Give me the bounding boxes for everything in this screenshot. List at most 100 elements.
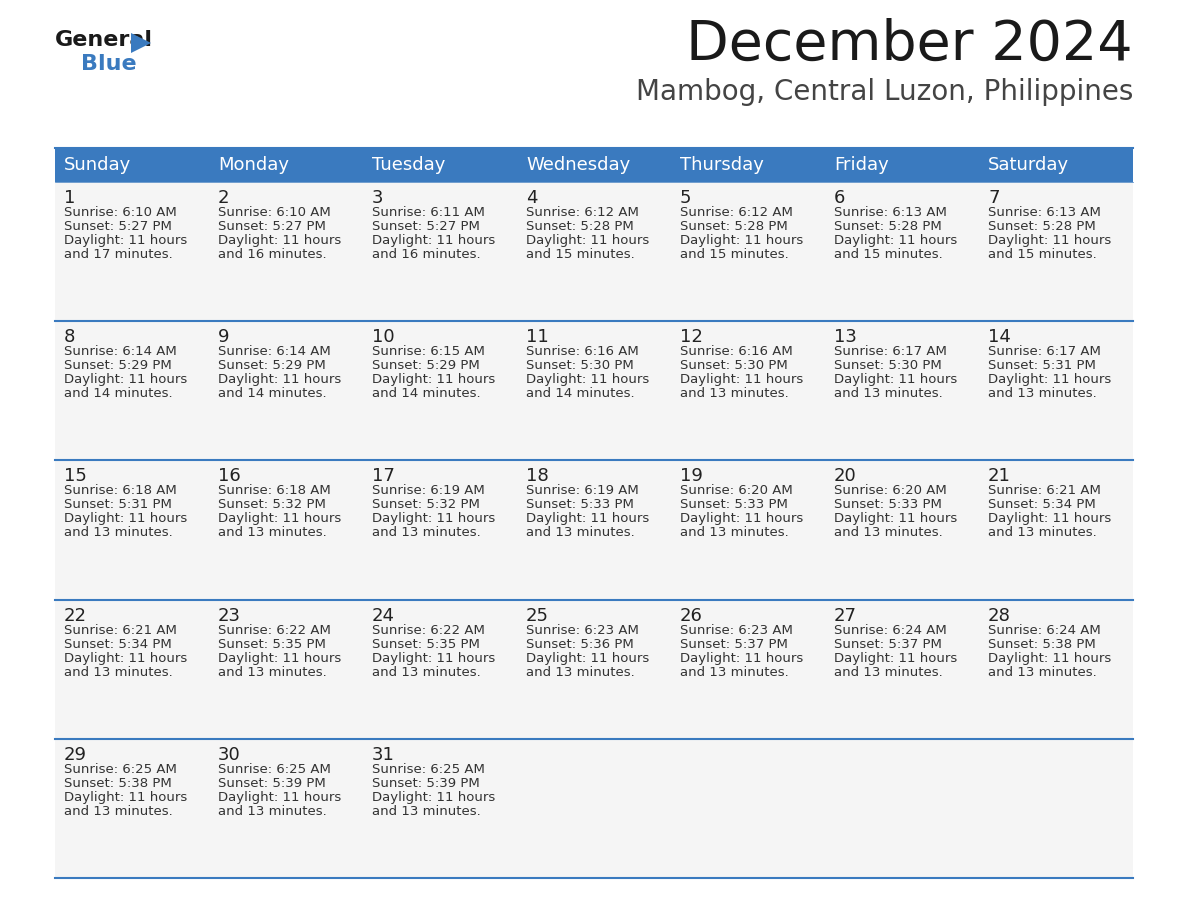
Bar (55, 461, 1133, 599)
Text: and 13 minutes.: and 13 minutes. (372, 666, 481, 678)
Bar (55, 148, 1133, 182)
Text: Daylight: 11 hours: Daylight: 11 hours (988, 512, 1111, 525)
Text: Sunset: 5:36 PM: Sunset: 5:36 PM (526, 638, 633, 651)
Text: Sunset: 5:28 PM: Sunset: 5:28 PM (988, 220, 1095, 233)
Text: Sunrise: 6:16 AM: Sunrise: 6:16 AM (680, 345, 792, 358)
Text: and 13 minutes.: and 13 minutes. (64, 666, 172, 678)
Text: Daylight: 11 hours: Daylight: 11 hours (834, 512, 958, 525)
Text: Sunrise: 6:20 AM: Sunrise: 6:20 AM (834, 485, 947, 498)
Text: Wednesday: Wednesday (526, 156, 631, 174)
Text: Sunrise: 6:10 AM: Sunrise: 6:10 AM (64, 206, 177, 219)
Text: 17: 17 (372, 467, 394, 486)
Text: Sunset: 5:33 PM: Sunset: 5:33 PM (834, 498, 942, 511)
Text: Sunset: 5:30 PM: Sunset: 5:30 PM (680, 359, 788, 372)
Bar (55, 321, 1133, 461)
Text: 6: 6 (834, 189, 846, 207)
Text: Blue: Blue (81, 54, 137, 74)
Text: 24: 24 (372, 607, 394, 624)
Text: Daylight: 11 hours: Daylight: 11 hours (988, 234, 1111, 247)
Text: Daylight: 11 hours: Daylight: 11 hours (219, 512, 341, 525)
Text: Sunset: 5:39 PM: Sunset: 5:39 PM (372, 777, 480, 789)
Text: Sunrise: 6:15 AM: Sunrise: 6:15 AM (372, 345, 485, 358)
Text: Sunset: 5:29 PM: Sunset: 5:29 PM (372, 359, 480, 372)
Text: Sunset: 5:30 PM: Sunset: 5:30 PM (526, 359, 633, 372)
Text: Sunrise: 6:16 AM: Sunrise: 6:16 AM (526, 345, 639, 358)
Text: and 15 minutes.: and 15 minutes. (526, 248, 634, 261)
Text: Daylight: 11 hours: Daylight: 11 hours (526, 234, 650, 247)
Text: Friday: Friday (834, 156, 889, 174)
Text: Sunrise: 6:14 AM: Sunrise: 6:14 AM (64, 345, 177, 358)
Text: 9: 9 (219, 329, 229, 346)
Text: Daylight: 11 hours: Daylight: 11 hours (988, 652, 1111, 665)
Text: Monday: Monday (219, 156, 289, 174)
Text: Daylight: 11 hours: Daylight: 11 hours (680, 374, 803, 386)
Text: and 14 minutes.: and 14 minutes. (372, 387, 481, 400)
Text: and 14 minutes.: and 14 minutes. (219, 387, 327, 400)
Text: 18: 18 (526, 467, 549, 486)
Text: Tuesday: Tuesday (372, 156, 446, 174)
Text: Daylight: 11 hours: Daylight: 11 hours (526, 512, 650, 525)
Text: 25: 25 (526, 607, 549, 624)
Text: 14: 14 (988, 329, 1011, 346)
Text: Sunset: 5:32 PM: Sunset: 5:32 PM (219, 498, 326, 511)
Text: Sunrise: 6:25 AM: Sunrise: 6:25 AM (64, 763, 177, 776)
Text: 31: 31 (372, 745, 394, 764)
Text: and 13 minutes.: and 13 minutes. (988, 526, 1097, 540)
Text: Sunset: 5:37 PM: Sunset: 5:37 PM (834, 638, 942, 651)
Text: Daylight: 11 hours: Daylight: 11 hours (64, 652, 188, 665)
Text: 8: 8 (64, 329, 75, 346)
Text: Sunset: 5:34 PM: Sunset: 5:34 PM (988, 498, 1095, 511)
Text: Daylight: 11 hours: Daylight: 11 hours (526, 652, 650, 665)
Text: and 15 minutes.: and 15 minutes. (834, 248, 943, 261)
Text: Sunrise: 6:10 AM: Sunrise: 6:10 AM (219, 206, 330, 219)
Text: Daylight: 11 hours: Daylight: 11 hours (372, 652, 495, 665)
Text: Daylight: 11 hours: Daylight: 11 hours (372, 512, 495, 525)
Text: and 16 minutes.: and 16 minutes. (372, 248, 481, 261)
Text: Sunset: 5:35 PM: Sunset: 5:35 PM (219, 638, 326, 651)
Text: 28: 28 (988, 607, 1011, 624)
Text: Sunrise: 6:24 AM: Sunrise: 6:24 AM (988, 623, 1101, 636)
Text: Daylight: 11 hours: Daylight: 11 hours (64, 512, 188, 525)
Text: Sunrise: 6:25 AM: Sunrise: 6:25 AM (372, 763, 485, 776)
Text: Sunset: 5:37 PM: Sunset: 5:37 PM (680, 638, 788, 651)
Text: and 13 minutes.: and 13 minutes. (219, 666, 327, 678)
Text: Daylight: 11 hours: Daylight: 11 hours (680, 652, 803, 665)
Text: 29: 29 (64, 745, 87, 764)
Text: Sunday: Sunday (64, 156, 131, 174)
Text: 23: 23 (219, 607, 241, 624)
Text: December 2024: December 2024 (687, 18, 1133, 72)
Text: Sunrise: 6:22 AM: Sunrise: 6:22 AM (372, 623, 485, 636)
Text: Daylight: 11 hours: Daylight: 11 hours (680, 234, 803, 247)
Text: Sunrise: 6:14 AM: Sunrise: 6:14 AM (219, 345, 330, 358)
Text: Sunrise: 6:21 AM: Sunrise: 6:21 AM (64, 623, 177, 636)
Text: Sunset: 5:33 PM: Sunset: 5:33 PM (526, 498, 634, 511)
Text: and 13 minutes.: and 13 minutes. (680, 526, 789, 540)
Text: Daylight: 11 hours: Daylight: 11 hours (988, 374, 1111, 386)
Text: and 13 minutes.: and 13 minutes. (680, 666, 789, 678)
Text: Sunrise: 6:12 AM: Sunrise: 6:12 AM (680, 206, 792, 219)
Text: 26: 26 (680, 607, 703, 624)
Text: Sunset: 5:27 PM: Sunset: 5:27 PM (64, 220, 172, 233)
Text: Sunrise: 6:22 AM: Sunrise: 6:22 AM (219, 623, 331, 636)
Text: Sunset: 5:28 PM: Sunset: 5:28 PM (526, 220, 633, 233)
Text: Sunset: 5:39 PM: Sunset: 5:39 PM (219, 777, 326, 789)
Text: Sunrise: 6:17 AM: Sunrise: 6:17 AM (834, 345, 947, 358)
Text: 30: 30 (219, 745, 241, 764)
Text: and 13 minutes.: and 13 minutes. (219, 526, 327, 540)
Text: Daylight: 11 hours: Daylight: 11 hours (64, 790, 188, 804)
Text: and 13 minutes.: and 13 minutes. (680, 387, 789, 400)
Text: Sunrise: 6:24 AM: Sunrise: 6:24 AM (834, 623, 947, 636)
Text: 22: 22 (64, 607, 87, 624)
Text: 3: 3 (372, 189, 384, 207)
Text: Daylight: 11 hours: Daylight: 11 hours (372, 374, 495, 386)
Text: 15: 15 (64, 467, 87, 486)
Text: Sunset: 5:34 PM: Sunset: 5:34 PM (64, 638, 172, 651)
Text: Sunrise: 6:20 AM: Sunrise: 6:20 AM (680, 485, 792, 498)
Text: and 13 minutes.: and 13 minutes. (988, 387, 1097, 400)
Text: 4: 4 (526, 189, 537, 207)
Text: Sunrise: 6:11 AM: Sunrise: 6:11 AM (372, 206, 485, 219)
Text: Daylight: 11 hours: Daylight: 11 hours (219, 374, 341, 386)
Text: and 17 minutes.: and 17 minutes. (64, 248, 172, 261)
Text: and 13 minutes.: and 13 minutes. (834, 387, 943, 400)
Text: Sunrise: 6:18 AM: Sunrise: 6:18 AM (219, 485, 330, 498)
